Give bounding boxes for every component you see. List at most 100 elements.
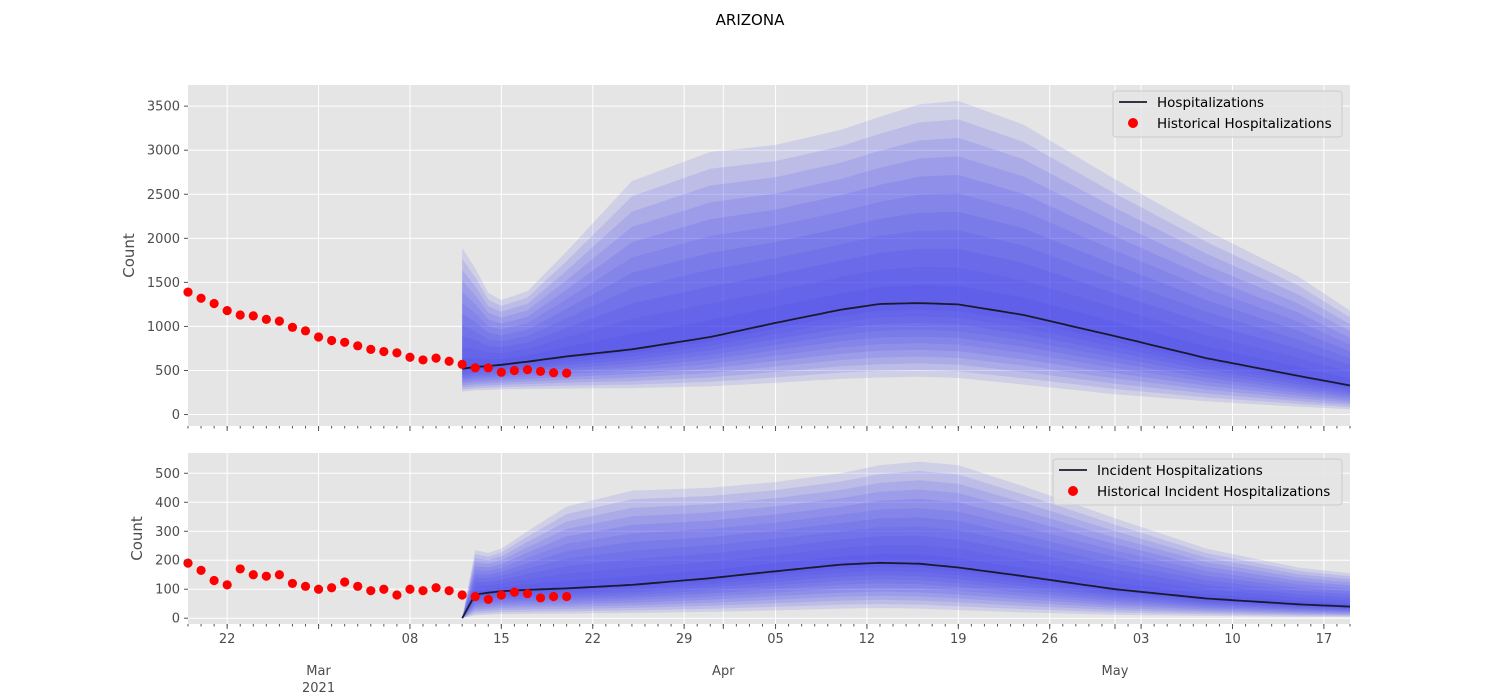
historical-point [392,348,402,358]
historical-point [509,587,520,597]
historical-point [379,346,389,357]
historical-point [209,298,219,309]
historical-point [300,326,311,336]
historical-point [366,586,376,596]
shared-x-axis: 22 08 15 22 29 05 12 19 26 03 10 17 Mar Apr May 2021 [219,632,1332,696]
historical-point [457,359,467,369]
x-year-label: 2021 [302,681,335,696]
historical-point [209,575,219,586]
x-tick-label: 08 [402,632,419,647]
forecast-band [462,267,1350,390]
historical-point [444,356,454,366]
historical-point [327,335,337,346]
y-tick-label: 2500 [147,188,180,203]
historical-point [300,581,311,591]
figure-title: ARIZONA [715,11,785,29]
legend: Hospitalizations Historical Hospitalizati… [1112,90,1343,138]
y-tick-label: 3000 [147,144,180,159]
legend: Incident Hospitalizations Historical Inci… [1052,458,1343,506]
historical-point [522,588,533,599]
forecast-band [462,285,1350,388]
historical-point [287,578,298,589]
historical-point [274,570,284,580]
historical-point [418,355,428,365]
historical-point [379,584,389,594]
x-tick-label: 29 [676,632,693,647]
historical-point [509,365,520,376]
y-tick-label: 1000 [147,320,180,335]
historical-point [562,591,572,602]
historical-point [353,581,363,591]
forecast-median-line [462,302,1351,387]
y-tick-label: 2000 [147,232,180,247]
historical-point [313,332,324,342]
y-tick-label: 3500 [147,100,180,115]
hospitalizations-panel: 0 500 1000 1500 2000 2500 3000 3500 Count Hospita… [120,85,1351,431]
historical-point [548,368,559,378]
historical-point [496,367,506,377]
historical-point [353,341,363,351]
historical-point [313,584,324,594]
x-tick-label: 03 [1133,632,1150,647]
forecast-band [462,480,1350,619]
forecast-band [462,498,1350,619]
incident-hospitalizations-panel: 0 100 200 300 400 500 Count Incident Hospitaliz… [128,453,1351,629]
x-month-label: Apr [712,664,735,679]
forecast-band [462,535,1350,619]
forecast-band [462,526,1350,619]
historical-point [340,337,350,347]
y-tick-label: 200 [155,554,180,569]
historical-point [431,583,441,593]
historical-point [457,590,467,600]
legend-label: Historical Hospitalizations [1157,116,1332,132]
historical-point [261,314,271,324]
historical-point [405,584,415,594]
historical-point [274,316,284,326]
forecast-band [462,230,1350,395]
x-month-label: Mar [306,664,331,679]
legend-label: Historical Incident Hospitalizations [1097,484,1330,500]
forecast-band [462,193,1350,399]
x-tick-label: 10 [1224,632,1241,647]
forecast-band [462,461,1350,619]
y-tick-label: 1500 [147,276,180,291]
historical-point [548,591,559,602]
y-tick-label: 500 [155,467,180,482]
x-tick-label: 05 [767,632,784,647]
historical-point [470,363,480,373]
forecast-band [462,517,1350,619]
x-tick-label: 12 [859,632,876,647]
legend-label: Incident Hospitalizations [1097,463,1263,479]
historical-point [235,310,245,320]
historical-point [431,353,441,363]
y-tick-label: 300 [155,525,180,540]
x-tick-label: 22 [219,632,236,647]
forecast-band [462,119,1350,408]
historical-point [261,571,271,581]
legend-marker-swatch [1128,118,1138,128]
plot-area [188,85,1350,426]
historical-point [183,287,193,297]
y-axis-label: Count [128,516,146,561]
historical-point [327,583,337,593]
historical-point [522,365,533,375]
historical-point [535,366,546,376]
historical-point [483,594,493,604]
forecast-band [462,137,1350,405]
historical-point [418,586,428,596]
historical-point [392,590,402,600]
x-tick-label: 22 [584,632,601,647]
historical-point [235,564,245,574]
y-tick-label: 0 [172,612,180,627]
forecast-band [462,545,1350,619]
historical-point [222,580,232,590]
historical-point [340,577,350,587]
historical-point [222,305,232,316]
historical-point [196,565,206,575]
x-month-label: May [1102,664,1129,679]
y-tick-label: 0 [172,408,180,423]
historical-point [196,293,206,303]
legend-label: Hospitalizations [1157,95,1264,111]
historical-point [405,352,415,362]
x-tick-label: 19 [950,632,967,647]
